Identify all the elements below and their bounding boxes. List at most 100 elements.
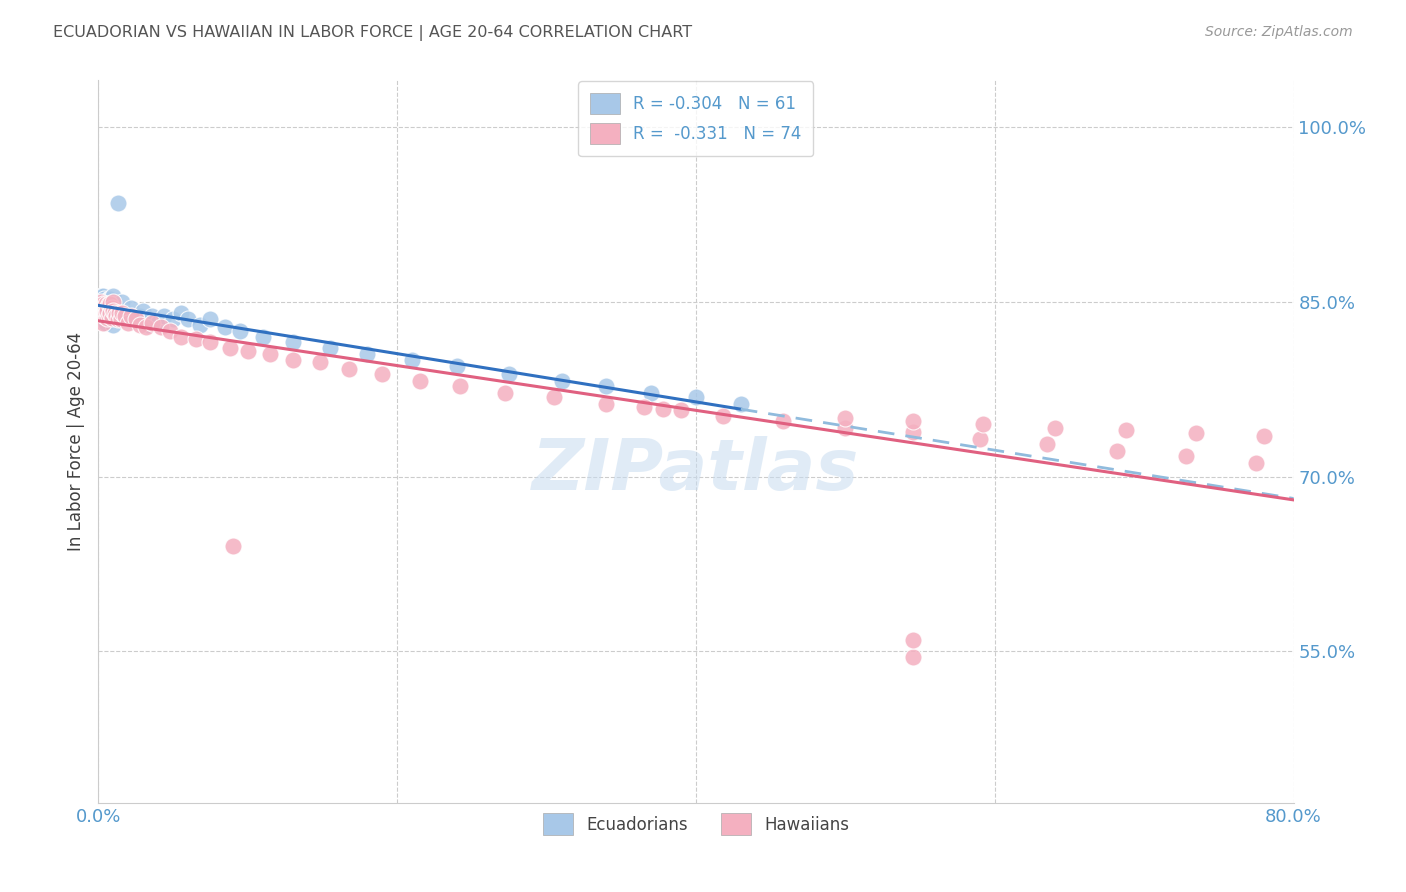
Point [90, 289, 112, 303]
Point [595, 378, 617, 392]
Point [107, 312, 129, 326]
Point [98, 311, 122, 326]
Point [90, 294, 112, 309]
Point [96, 311, 118, 326]
Point [252, 329, 274, 343]
Point [652, 401, 675, 416]
Point [219, 341, 242, 355]
Point [98, 297, 122, 311]
Point [135, 320, 157, 334]
Point [834, 411, 856, 425]
Point [105, 309, 128, 323]
Point [494, 385, 516, 400]
Point [91, 297, 114, 311]
Point [110, 304, 132, 318]
Point [834, 420, 856, 434]
Text: Source: ZipAtlas.com: Source: ZipAtlas.com [1205, 25, 1353, 39]
Point [1244, 456, 1267, 470]
Point [108, 306, 131, 320]
Point [111, 294, 134, 309]
Point [103, 318, 125, 332]
Point [104, 306, 127, 320]
Point [107, 195, 129, 210]
Point [98, 301, 122, 316]
Point [901, 425, 924, 440]
Point [97, 301, 120, 315]
Point [91, 309, 114, 323]
Point [90, 301, 112, 315]
Point [148, 316, 170, 330]
Point [96, 311, 118, 326]
Point [96, 297, 118, 311]
Point [640, 385, 662, 400]
Point [259, 347, 281, 361]
Point [669, 403, 692, 417]
Point [141, 309, 163, 323]
Point [356, 347, 378, 361]
Point [319, 341, 342, 355]
Point [97, 293, 120, 307]
Point [114, 306, 136, 320]
Point [91, 297, 114, 311]
Point [1043, 420, 1066, 434]
Point [1036, 437, 1059, 451]
Point [89, 312, 111, 326]
Point [339, 362, 361, 376]
Point [177, 312, 200, 326]
Point [97, 309, 120, 323]
Point [101, 306, 124, 320]
Point [91, 316, 114, 330]
Point [1175, 449, 1198, 463]
Point [281, 335, 304, 350]
Point [103, 304, 125, 318]
Point [222, 540, 245, 554]
Point [125, 312, 148, 326]
Point [685, 390, 707, 404]
Point [169, 329, 191, 343]
Point [101, 311, 124, 326]
Legend: Ecuadorians, Hawaiians: Ecuadorians, Hawaiians [536, 806, 856, 841]
Point [96, 301, 118, 315]
Point [169, 306, 191, 320]
Point [94, 316, 117, 330]
Text: ECUADORIAN VS HAWAIIAN IN LABOR FORCE | AGE 20-64 CORRELATION CHART: ECUADORIAN VS HAWAIIAN IN LABOR FORCE | … [53, 25, 693, 41]
Point [91, 304, 114, 318]
Point [901, 632, 924, 647]
Point [401, 353, 423, 368]
Point [120, 301, 142, 315]
Point [159, 324, 181, 338]
Y-axis label: In Labor Force | Age 20-64: In Labor Force | Age 20-64 [66, 332, 84, 551]
Point [107, 306, 129, 320]
Point [96, 306, 118, 320]
Point [98, 306, 122, 320]
Point [94, 306, 117, 320]
Point [153, 309, 176, 323]
Point [371, 367, 394, 381]
Point [97, 309, 120, 323]
Point [595, 397, 617, 411]
Point [162, 312, 184, 326]
Point [104, 306, 127, 320]
Point [408, 374, 430, 388]
Point [136, 318, 159, 332]
Point [103, 294, 125, 309]
Point [236, 343, 259, 358]
Point [1115, 423, 1137, 437]
Point [89, 301, 111, 315]
Point [101, 301, 124, 315]
Point [281, 353, 304, 368]
Point [449, 378, 471, 392]
Point [89, 297, 111, 311]
Point [90, 294, 112, 309]
Point [730, 397, 752, 411]
Point [550, 374, 572, 388]
Point [93, 301, 115, 315]
Point [93, 293, 115, 307]
Point [200, 335, 222, 350]
Point [91, 289, 114, 303]
Point [93, 309, 115, 323]
Point [308, 355, 330, 369]
Point [214, 320, 236, 334]
Point [96, 304, 118, 318]
Point [110, 312, 132, 326]
